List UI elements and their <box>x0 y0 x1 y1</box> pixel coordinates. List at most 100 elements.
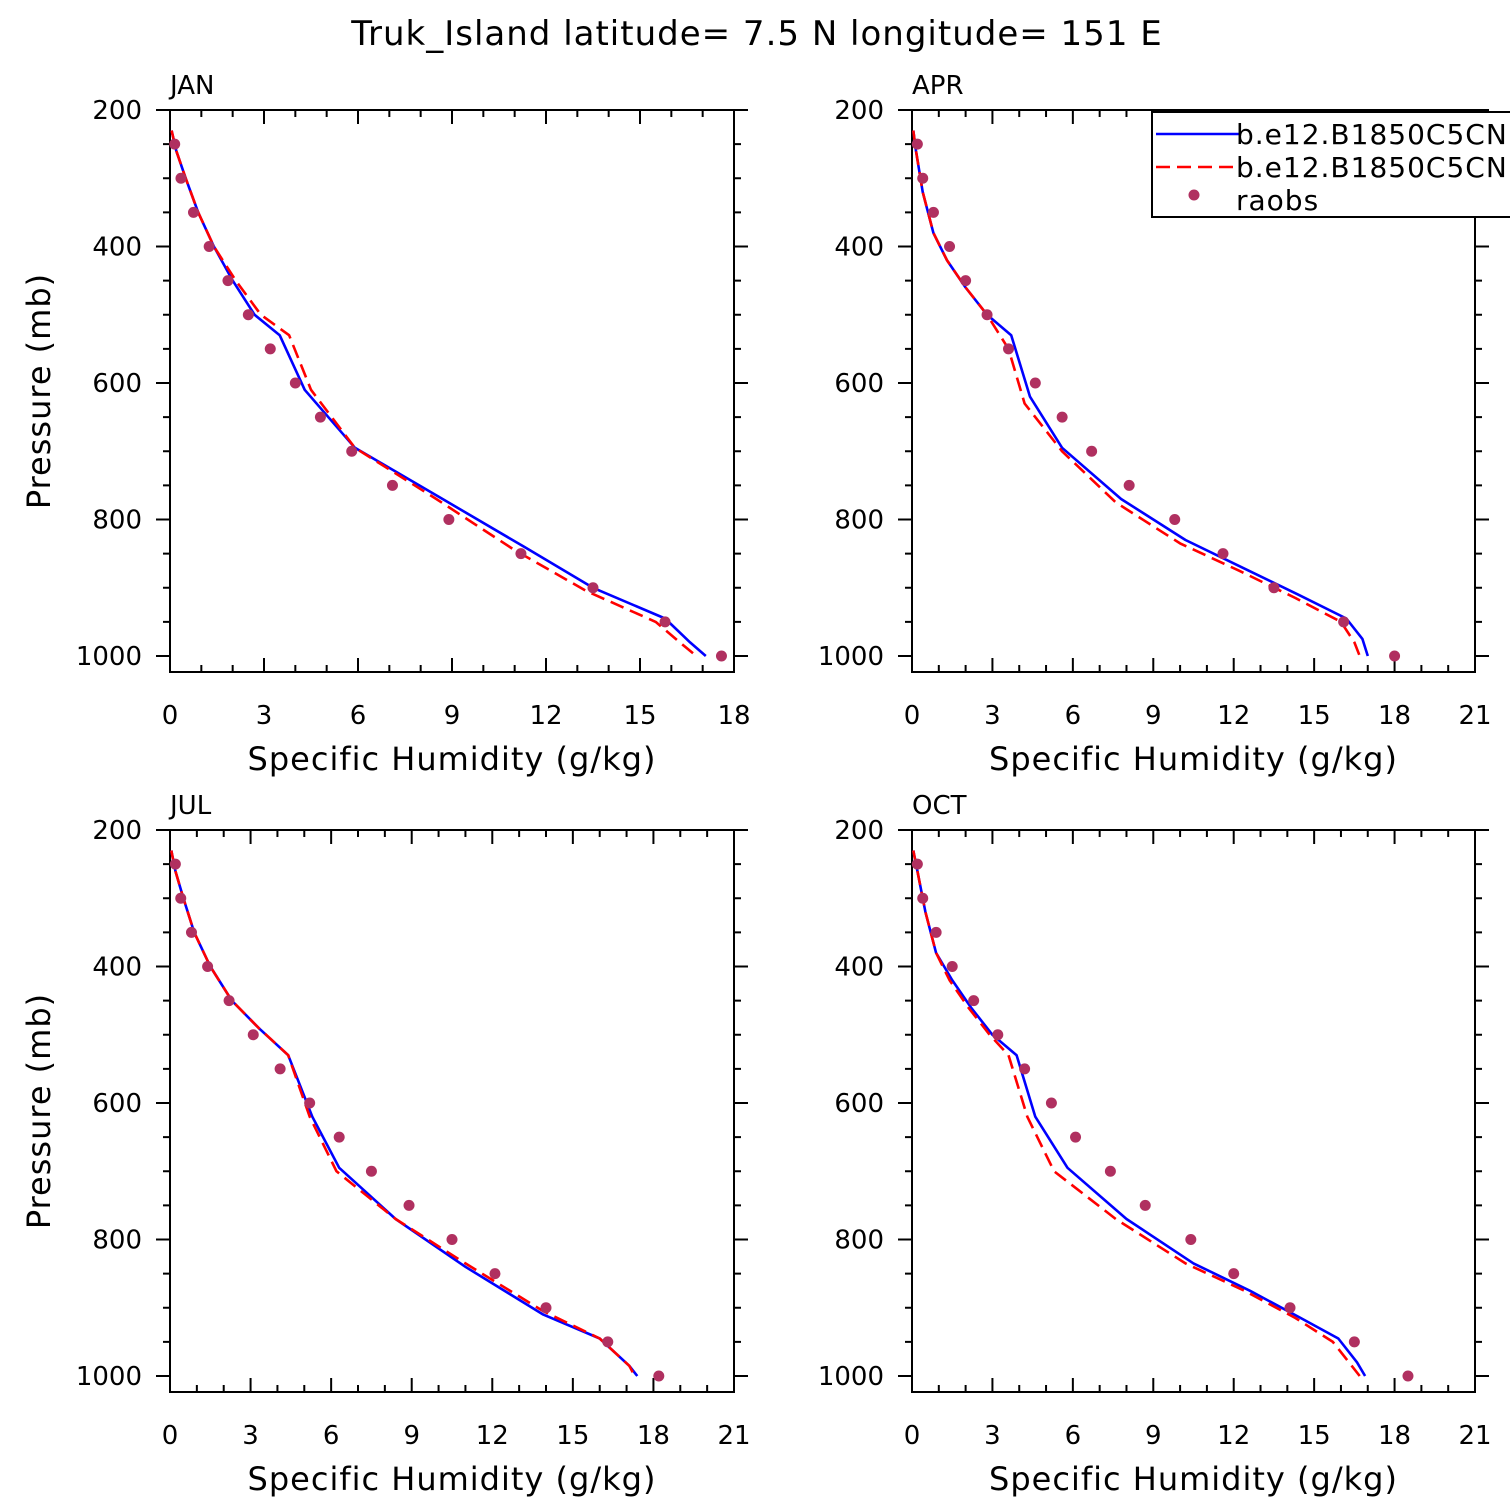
panel-jul: JUL 0 3 6 9 12 15 18 21 200 400 600 800 1000 Specific … <box>20 791 751 1498</box>
raobs-point <box>911 858 923 870</box>
panel-title: JUL <box>168 791 212 821</box>
y-tick-label: 600 <box>834 369 884 399</box>
y-tick-label: 800 <box>92 506 142 536</box>
x-tick-label: 12 <box>476 1421 509 1451</box>
raobs-point <box>1284 1302 1296 1314</box>
raobs-point <box>602 1336 614 1348</box>
legend-entry: raobs <box>1236 184 1319 217</box>
panel-apr: APR 0 3 6 9 12 15 18 21 200 400 600 800 1000 Specific … <box>818 71 1492 778</box>
x-tick-label: 12 <box>529 701 562 731</box>
x-tick-label: 18 <box>1378 1421 1411 1451</box>
raobs-point <box>169 858 181 870</box>
raobs-point <box>175 172 187 184</box>
y-tick-label: 800 <box>834 506 884 536</box>
raobs-point <box>304 1097 316 1109</box>
raobs-point <box>1348 1336 1360 1348</box>
series-solid-line <box>170 130 707 657</box>
raobs-point <box>443 514 455 525</box>
y-tick-label: 800 <box>92 1226 142 1256</box>
plot-frame <box>169 109 735 673</box>
raobs-point <box>587 582 599 594</box>
raobs-point <box>1070 1131 1082 1143</box>
plot-frame <box>169 829 735 1393</box>
x-tick-label: 18 <box>717 701 750 731</box>
panel-jan: JAN 0 3 6 9 12 15 18 200 400 600 800 1000 Specific Hu… <box>20 71 751 778</box>
raobs-point <box>1123 479 1135 491</box>
x-tick-label: 0 <box>162 1421 179 1451</box>
y-tick-label: 1000 <box>818 642 884 672</box>
raobs-point <box>917 892 929 904</box>
raobs-point <box>188 206 199 218</box>
raobs-point <box>446 1234 458 1245</box>
legend-entry: b.e12.B1850C5CN <box>1236 151 1508 184</box>
y-tick-label: 200 <box>834 816 884 846</box>
x-tick-label: 9 <box>1145 701 1162 731</box>
legend-raobs-marker <box>1188 189 1200 201</box>
raobs-point <box>1185 1234 1197 1245</box>
x-tick-label: 15 <box>1298 701 1331 731</box>
raobs-point <box>540 1302 552 1314</box>
x-tick-label: 6 <box>1065 1421 1082 1451</box>
panel-oct: OCT 0 3 6 9 12 15 18 21 200 400 600 800 1000 Specific … <box>818 791 1492 1498</box>
raobs-point <box>242 309 254 321</box>
raobs-point <box>1056 411 1068 423</box>
raobs-point <box>653 1370 665 1382</box>
raobs-point <box>1402 1370 1414 1382</box>
raobs-point <box>169 138 181 150</box>
raobs-point <box>659 616 671 628</box>
raobs-point <box>264 343 276 355</box>
x-tick-label: 6 <box>1065 701 1082 731</box>
x-tick-label: 3 <box>984 1421 1001 1451</box>
y-tick-label: 1000 <box>76 1362 142 1392</box>
y-tick-label: 1000 <box>76 642 142 672</box>
raobs-point <box>1003 343 1015 355</box>
series-solid-line <box>912 850 1367 1377</box>
x-tick-label: 21 <box>1458 701 1491 731</box>
raobs-point <box>1139 1199 1151 1211</box>
x-tick-label: 15 <box>623 701 656 731</box>
raobs-point <box>1217 548 1229 560</box>
raobs-point <box>981 309 993 321</box>
raobs-point <box>946 961 958 972</box>
raobs-point <box>274 1063 286 1075</box>
series-dashed-line <box>912 850 1361 1377</box>
y-axis-label: Pressure (mb) <box>20 993 58 1229</box>
raobs-point <box>175 892 187 904</box>
x-tick-label: 9 <box>1145 1421 1162 1451</box>
raobs-point <box>289 377 301 389</box>
x-tick-label: 21 <box>717 1421 750 1451</box>
raobs-point <box>992 1029 1004 1041</box>
x-axis-label: Specific Humidity (g/kg) <box>989 1460 1398 1498</box>
panel-title: JAN <box>168 71 214 101</box>
raobs-point <box>185 926 197 938</box>
y-tick-label: 200 <box>92 816 142 846</box>
x-tick-label: 12 <box>1217 701 1250 731</box>
raobs-point <box>944 241 956 252</box>
raobs-point <box>1104 1165 1116 1177</box>
raobs-point <box>917 172 929 184</box>
y-tick-label: 800 <box>834 1226 884 1256</box>
series-dashed-line <box>170 130 698 658</box>
raobs-point <box>203 241 215 252</box>
panel-title: OCT <box>912 791 967 821</box>
raobs-point <box>333 1131 345 1143</box>
raobs-point <box>715 650 727 662</box>
x-tick-label: 6 <box>323 1421 340 1451</box>
raobs-point <box>222 275 234 287</box>
x-axis-label: Specific Humidity (g/kg) <box>248 1460 657 1498</box>
raobs-point <box>1045 1097 1057 1109</box>
x-tick-label: 9 <box>403 1421 420 1451</box>
raobs-point <box>365 1165 377 1177</box>
x-tick-label: 12 <box>1217 1421 1250 1451</box>
x-axis-label: Specific Humidity (g/kg) <box>248 740 657 778</box>
x-tick-label: 9 <box>444 701 461 731</box>
legend-box <box>1151 111 1510 218</box>
x-tick-label: 15 <box>1298 1421 1331 1451</box>
raobs-point <box>1086 445 1098 457</box>
raobs-point <box>314 411 326 423</box>
raobs-point <box>1019 1063 1031 1075</box>
panel-title: APR <box>912 71 964 101</box>
